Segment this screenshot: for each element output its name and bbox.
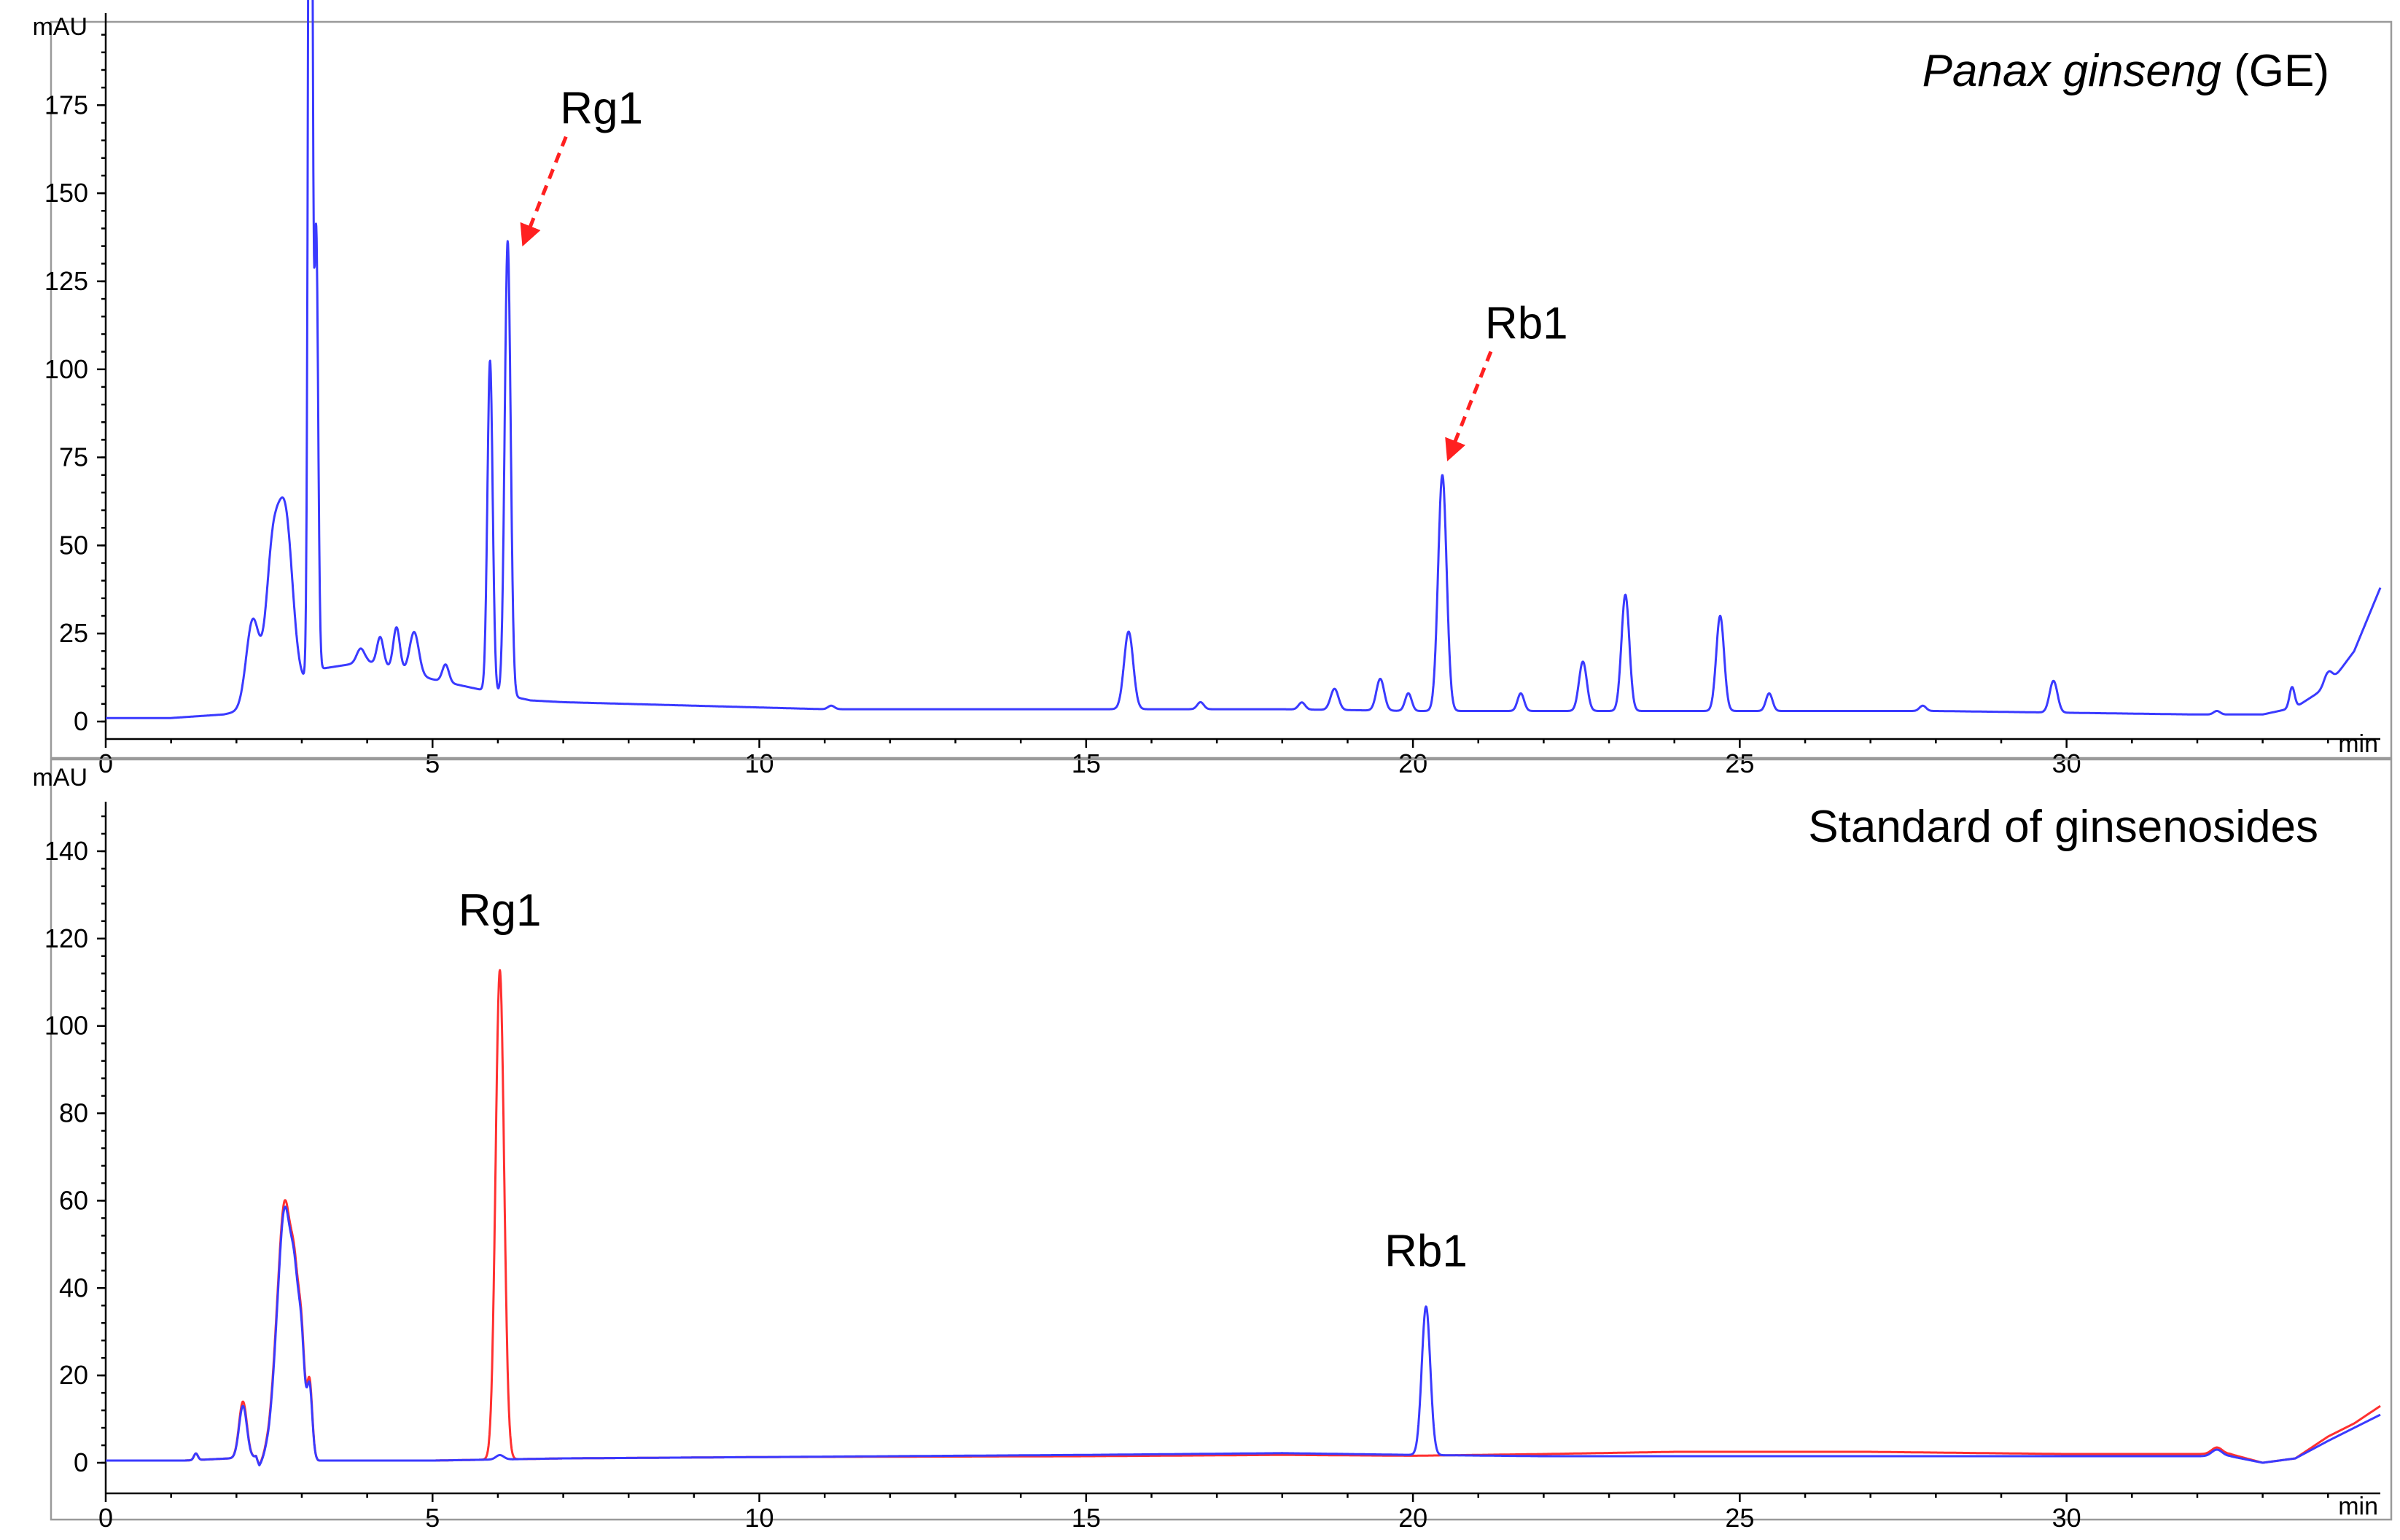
y-tick-label: 175 (44, 90, 88, 120)
y-tick-label: 120 (44, 923, 88, 953)
panel-title: Panax ginseng (GE) (1922, 46, 2329, 96)
y-tick-label: 0 (74, 1447, 88, 1477)
panel-frame (50, 20, 2393, 759)
panel-title-species: Panax ginseng (1922, 46, 2221, 96)
x-tick-label: 25 (1725, 748, 1754, 778)
x-tick-label: 15 (1072, 748, 1101, 778)
x-axis-label: min (2338, 1493, 2378, 1520)
trace-group (104, 0, 2382, 719)
y-tick-label: 100 (44, 354, 88, 384)
peak-arrow (520, 136, 568, 247)
x-tick-label: 10 (745, 1503, 774, 1533)
x-tick-label: 0 (98, 1503, 113, 1533)
y-tick-label: 40 (59, 1273, 88, 1302)
y-tick-label: 25 (59, 618, 88, 648)
trace-group (104, 969, 2382, 1466)
series-line-1 (104, 0, 2382, 719)
peak-label-rg1: Rg1 (459, 886, 542, 936)
y-tick-label: 100 (44, 1011, 88, 1041)
peak-label-rg1: Rg1 (560, 84, 643, 134)
y-axis-label: mAU (32, 13, 87, 41)
y-tick-label: 60 (59, 1185, 88, 1215)
x-tick-label: 0 (98, 748, 113, 778)
series-line-1 (104, 969, 2382, 1466)
peak-label-rb1: Rb1 (1485, 298, 1568, 348)
panel-title: Standard of ginsenosides (1808, 802, 2318, 852)
x-tick-label: 5 (425, 1503, 440, 1533)
series-line-2 (104, 1205, 2382, 1466)
y-tick-label: 150 (44, 178, 88, 208)
x-tick-label: 30 (2052, 1503, 2081, 1533)
y-tick-label: 75 (59, 442, 88, 472)
x-tick-label: 25 (1725, 1503, 1754, 1533)
y-tick-label: 0 (74, 706, 88, 736)
y-tick-label: 140 (44, 836, 88, 866)
panel-1: 0 25 50 75 100 125 150 175 0 5 10 15 20 25 30 mAU min Pan… (32, 0, 2393, 778)
x-tick-label: 30 (2052, 748, 2081, 778)
x-tick-label: 15 (1072, 1503, 1101, 1533)
x-tick-label: 20 (1398, 1503, 1427, 1533)
peak-arrow (1445, 351, 1493, 462)
y-tick-label: 125 (44, 266, 88, 296)
y-tick-label: 20 (59, 1360, 88, 1390)
x-axis-label: min (2338, 730, 2378, 758)
panel-frame (50, 758, 2393, 1521)
peak-label-rb1: Rb1 (1384, 1226, 1468, 1276)
panel-title-suffix: (GE) (2221, 46, 2329, 96)
panel-2: 0 20 40 60 80 100 120 140 0 5 10 15 20 25 30 mAU min Stan… (32, 758, 2393, 1533)
y-tick-label: 50 (59, 530, 88, 560)
x-tick-label: 20 (1398, 748, 1427, 778)
x-tick-label: 10 (745, 748, 774, 778)
y-tick-label: 80 (59, 1098, 88, 1128)
y-axis-label: mAU (32, 764, 87, 792)
x-tick-label: 5 (425, 748, 440, 778)
